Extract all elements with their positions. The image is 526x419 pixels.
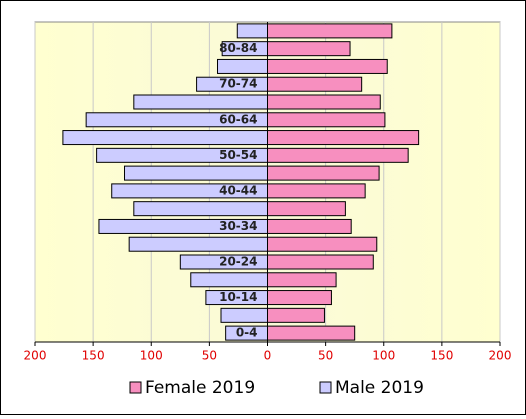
x-tick-label: 100 — [140, 349, 163, 363]
category-label: 0-4 — [236, 326, 258, 340]
category-label: 80-84 — [219, 41, 257, 55]
legend-swatch — [129, 381, 142, 394]
x-tick-label: 200 — [489, 349, 512, 363]
bar — [267, 307, 325, 323]
bar — [133, 94, 268, 110]
x-tick-label: 50 — [202, 349, 217, 363]
category-label: 20-24 — [219, 255, 257, 269]
bar — [128, 236, 268, 252]
category-label: 60-64 — [219, 112, 257, 126]
bar — [267, 201, 346, 217]
x-tick-label: 0 — [264, 349, 272, 363]
bar — [62, 130, 269, 146]
x-tick-label: 150 — [82, 349, 105, 363]
x-tick-label: 50 — [318, 349, 333, 363]
x-tick-label: 200 — [24, 349, 47, 363]
legend-label: Male 2019 — [335, 378, 424, 398]
bar — [267, 94, 381, 110]
bar — [267, 254, 374, 270]
category-label: 70-74 — [219, 77, 257, 91]
category-label: 40-44 — [219, 183, 257, 197]
x-tick-label: 150 — [430, 349, 453, 363]
bar — [267, 112, 386, 128]
category-label: 30-34 — [219, 219, 257, 233]
bar — [267, 183, 366, 199]
bar — [267, 290, 332, 306]
bar — [267, 165, 380, 181]
bar — [267, 41, 351, 57]
bar — [267, 236, 378, 252]
bar — [267, 272, 337, 288]
bar — [267, 76, 363, 92]
bar — [220, 307, 268, 323]
bar — [133, 201, 268, 217]
category-label: 50-54 — [219, 148, 257, 162]
x-tick-label: 100 — [372, 349, 395, 363]
bar — [267, 23, 393, 39]
bar — [236, 23, 268, 39]
bar — [217, 58, 268, 74]
legend-swatch — [319, 381, 332, 394]
category-label: 10-14 — [219, 290, 257, 304]
bar — [267, 218, 352, 234]
bar — [267, 130, 420, 146]
bar — [267, 58, 388, 74]
bar — [267, 147, 409, 163]
bar — [190, 272, 268, 288]
bar — [124, 165, 268, 181]
legend-label: Female 2019 — [145, 378, 255, 398]
bar — [267, 325, 356, 341]
